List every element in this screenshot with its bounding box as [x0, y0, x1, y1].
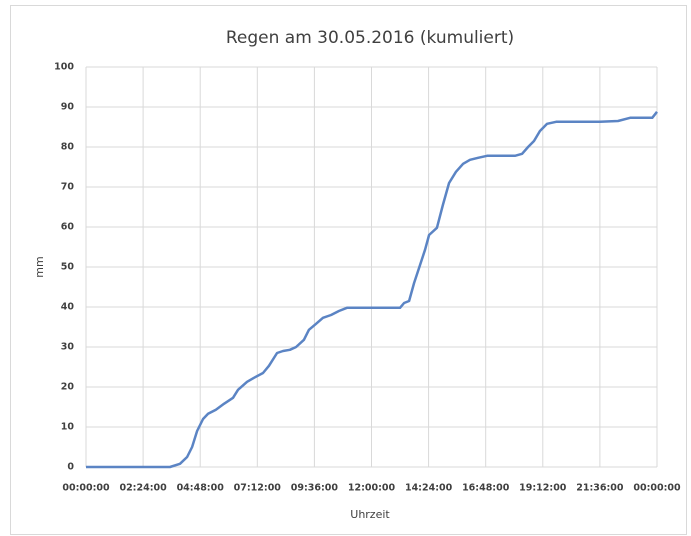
y-tick-label: 0	[67, 462, 74, 473]
x-tick-label: 12:00:00	[348, 483, 396, 494]
y-tick-label: 80	[61, 142, 75, 153]
x-tick-label: 21:36:00	[576, 483, 624, 494]
chart-title: Regen am 30.05.2016 (kumuliert)	[226, 28, 514, 48]
data-line	[86, 111, 658, 469]
y-tick-label: 70	[61, 182, 75, 193]
y-axis-title: mm	[33, 256, 46, 277]
y-tick-label: 30	[61, 342, 75, 353]
y-tick-label: 50	[61, 262, 75, 273]
x-tick-label: 09:36:00	[291, 483, 339, 494]
y-tick-label: 100	[54, 62, 74, 73]
y-tick-label: 40	[61, 302, 75, 313]
chart-frame	[10, 5, 687, 535]
x-tick-label: 16:48:00	[462, 483, 510, 494]
x-axis-title: Uhrzeit	[350, 508, 390, 521]
x-tick-label: 07:12:00	[234, 483, 282, 494]
y-tick-label: 20	[61, 382, 75, 393]
x-tick-label: 19:12:00	[519, 483, 567, 494]
x-tick-label: 00:00:00	[633, 483, 681, 494]
x-tick-label: 14:24:00	[405, 483, 453, 494]
y-tick-label: 90	[61, 102, 75, 113]
x-tick-label: 02:24:00	[119, 483, 167, 494]
y-tick-label: 10	[61, 422, 75, 433]
y-tick-label: 60	[61, 222, 75, 233]
x-tick-label: 00:00:00	[62, 483, 110, 494]
x-tick-label: 04:48:00	[177, 483, 225, 494]
